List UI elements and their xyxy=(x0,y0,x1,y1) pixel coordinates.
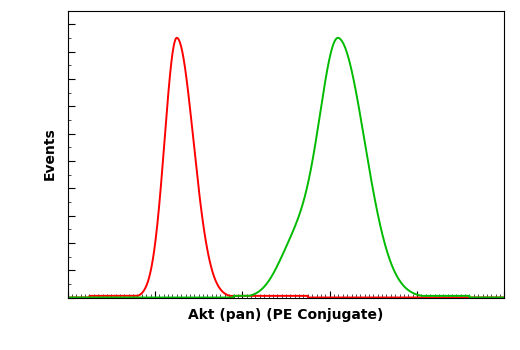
X-axis label: Akt (pan) (PE Conjugate): Akt (pan) (PE Conjugate) xyxy=(188,308,384,322)
Y-axis label: Events: Events xyxy=(43,128,57,180)
